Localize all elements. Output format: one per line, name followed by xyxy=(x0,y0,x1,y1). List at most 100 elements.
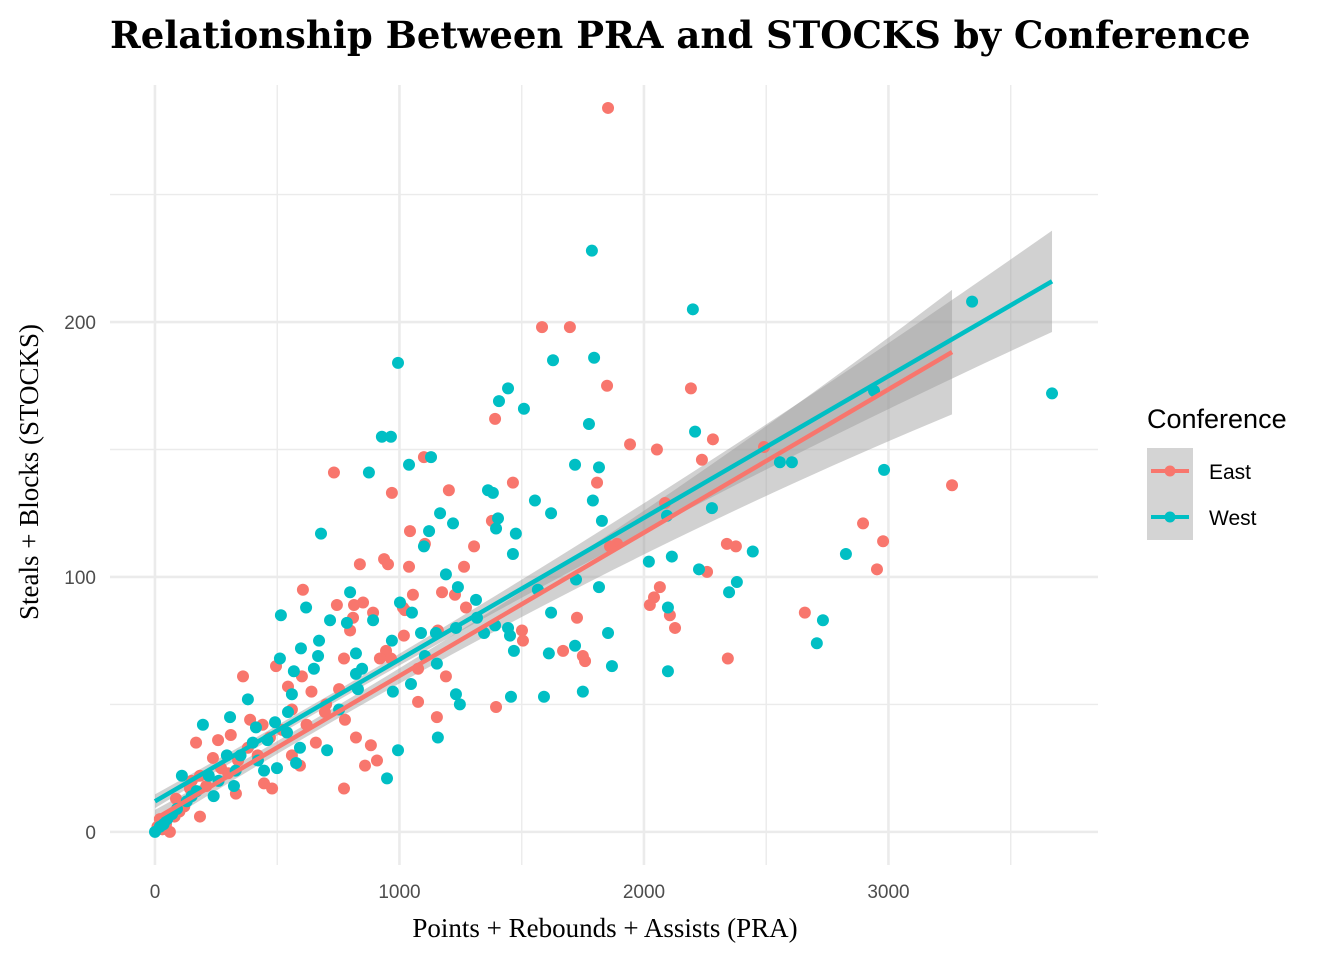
point-west xyxy=(661,601,674,614)
point-east xyxy=(516,634,529,647)
point-west xyxy=(453,698,466,711)
point-west xyxy=(321,744,334,757)
point-west xyxy=(430,657,443,670)
point-east xyxy=(557,644,570,657)
point-west xyxy=(148,825,161,838)
point-east xyxy=(309,736,322,749)
point-west xyxy=(878,463,891,476)
point-west xyxy=(785,456,798,469)
point-west xyxy=(281,726,294,739)
point-west xyxy=(385,634,398,647)
x-axis-title: Points + Rebounds + Assists (PRA) xyxy=(412,913,797,943)
point-west xyxy=(314,527,327,540)
point-east xyxy=(170,792,183,805)
point-west xyxy=(392,356,405,369)
point-west xyxy=(249,721,262,734)
point-east xyxy=(370,754,383,767)
point-east xyxy=(397,629,410,642)
point-east xyxy=(406,588,419,601)
point-west xyxy=(312,649,325,662)
point-west xyxy=(287,665,300,678)
point-east xyxy=(695,453,708,466)
legend-item-east: East xyxy=(1147,448,1251,494)
point-west xyxy=(349,647,362,660)
point-west xyxy=(300,601,313,614)
point-east xyxy=(684,382,697,395)
point-east xyxy=(364,739,377,752)
grid xyxy=(110,85,1098,865)
point-west xyxy=(507,644,520,657)
point-east xyxy=(330,599,343,611)
point-east xyxy=(348,599,361,611)
point-west xyxy=(545,507,558,520)
point-east xyxy=(403,560,416,573)
point-west xyxy=(509,527,522,540)
point-west xyxy=(449,688,462,701)
point-west xyxy=(349,667,362,680)
point-west xyxy=(705,502,718,515)
y-tick-label: 0 xyxy=(85,823,96,844)
point-east xyxy=(579,655,592,668)
point-east xyxy=(190,736,203,749)
legend-title: Conference xyxy=(1147,404,1287,434)
point-west xyxy=(434,507,447,520)
point-west xyxy=(642,555,655,568)
point-west xyxy=(224,711,237,724)
point-west xyxy=(384,430,397,443)
point-west xyxy=(294,642,307,655)
point-west xyxy=(403,458,416,471)
point-west xyxy=(689,425,702,438)
point-west xyxy=(175,769,188,782)
point-west xyxy=(723,586,736,599)
point-west xyxy=(504,690,517,703)
point-east xyxy=(669,621,682,634)
point-east xyxy=(349,731,362,744)
point-east xyxy=(305,685,318,698)
point-east xyxy=(373,652,386,665)
point-west xyxy=(810,637,823,650)
point-west xyxy=(602,627,615,640)
x-tick-label: 1000 xyxy=(378,882,420,903)
point-west xyxy=(686,303,699,316)
point-east xyxy=(591,476,604,489)
point-west xyxy=(592,461,605,474)
point-east xyxy=(601,379,614,392)
point-west xyxy=(490,522,503,535)
point-west xyxy=(486,486,499,499)
point-east xyxy=(412,695,425,708)
point-east xyxy=(359,759,372,772)
point-east xyxy=(436,586,449,599)
point-west xyxy=(582,418,595,431)
point-west xyxy=(586,494,599,507)
point-west xyxy=(665,550,678,563)
y-tick-label: 200 xyxy=(64,313,96,334)
point-west xyxy=(207,790,220,803)
point-east xyxy=(212,734,225,747)
point-west xyxy=(503,629,516,642)
legend-label-west: West xyxy=(1209,507,1257,530)
y-tick-label: 100 xyxy=(64,568,96,589)
point-west xyxy=(537,690,550,703)
point-west xyxy=(414,627,427,640)
point-east xyxy=(653,581,666,594)
point-west xyxy=(470,593,483,606)
point-west xyxy=(595,514,608,527)
point-east xyxy=(327,466,340,479)
point-east xyxy=(385,486,398,499)
point-west xyxy=(425,451,438,464)
point-west xyxy=(451,581,464,594)
point-west xyxy=(293,741,306,754)
point-east xyxy=(602,101,615,114)
point-west xyxy=(367,614,380,627)
legend-label-east: East xyxy=(1209,461,1251,484)
point-west xyxy=(157,818,170,831)
point-west xyxy=(592,581,605,594)
chart-title: Relationship Between PRA and STOCKS by C… xyxy=(110,13,1250,57)
point-west xyxy=(730,576,743,589)
point-east xyxy=(430,711,443,724)
point-west xyxy=(362,466,375,479)
point-west xyxy=(431,731,444,744)
point-west xyxy=(324,614,337,627)
point-west xyxy=(1046,387,1059,400)
